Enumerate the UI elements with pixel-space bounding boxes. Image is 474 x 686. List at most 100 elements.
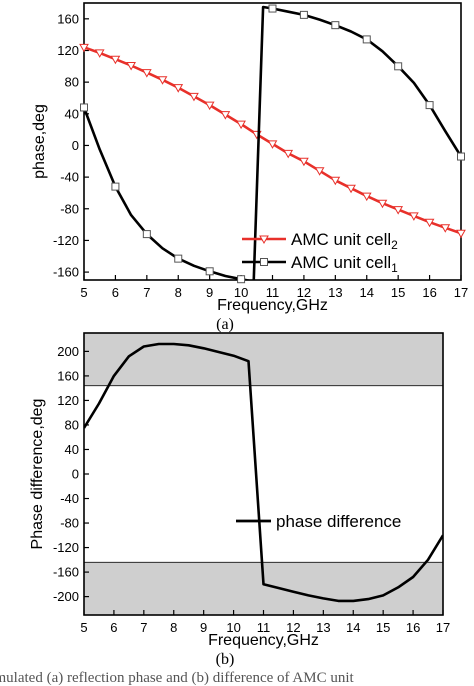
- data-point: [457, 152, 465, 161]
- x-tick-label: 16: [406, 620, 420, 635]
- y-tick-label: 160: [57, 11, 79, 26]
- data-point: [346, 184, 356, 194]
- x-tick-label: 16: [422, 285, 436, 300]
- x-tick-label: 5: [80, 285, 87, 300]
- y-tick-label: -80: [60, 516, 79, 531]
- data-point: [283, 149, 294, 159]
- data-point: [173, 84, 184, 93]
- x-tick-label: 12: [286, 620, 300, 635]
- y-tick-label: -40: [60, 170, 79, 185]
- x-tick-label: 7: [140, 620, 147, 635]
- data-point: [440, 224, 451, 233]
- data-point: [424, 218, 435, 228]
- x-axis-label: Frequency,GHz: [217, 297, 328, 314]
- x-tick-label: 6: [110, 620, 117, 635]
- x-tick-label: 10: [226, 620, 240, 635]
- legend: phase difference: [236, 512, 401, 531]
- y-tick-label: -40: [60, 491, 79, 506]
- data-point: [189, 92, 199, 102]
- shaded-band: [84, 333, 443, 387]
- x-tick-label: 6: [112, 285, 119, 300]
- x-tick-label: 15: [376, 620, 390, 635]
- x-tick-label: 11: [266, 285, 280, 300]
- y-tick-label: 40: [65, 442, 79, 457]
- x-axis-label: Frequency,GHz: [208, 632, 319, 649]
- x-tick-label: 14: [360, 285, 374, 300]
- data-point: [236, 120, 246, 130]
- data-point: [361, 192, 372, 202]
- x-tick-label: 8: [170, 620, 177, 635]
- data-point: [111, 182, 120, 191]
- figure-caption: Simulated (a) reflection phase and (b) d…: [0, 670, 354, 686]
- x-tick-label: 10: [234, 285, 248, 300]
- x-tick-label: 8: [175, 285, 182, 300]
- data-point: [267, 140, 278, 149]
- data-point: [268, 4, 277, 13]
- data-point: [237, 275, 246, 284]
- y-tick-label: 200: [57, 344, 79, 359]
- x-tick-label: 13: [328, 285, 342, 300]
- legend-series-name: AMC unit cell: [291, 230, 391, 249]
- data-point: [409, 212, 419, 221]
- legend-series-name: AMC unit cell: [291, 253, 391, 272]
- y-tick-label: 80: [65, 417, 79, 432]
- x-tick-label: 7: [143, 285, 150, 300]
- legend-series-subscript: 2: [391, 238, 398, 252]
- data-point: [174, 254, 183, 263]
- data-point: [456, 229, 466, 239]
- y-tick-label: 0: [72, 467, 79, 482]
- x-tick-label: 17: [436, 620, 450, 635]
- data-point: [314, 167, 325, 176]
- y-tick-label: 120: [57, 43, 79, 58]
- data-point: [331, 21, 340, 30]
- data-point: [79, 43, 89, 53]
- data-point: [330, 176, 341, 186]
- legend-marker: [259, 235, 269, 245]
- data-point: [157, 76, 168, 85]
- data-point: [80, 103, 88, 112]
- data-point: [126, 62, 136, 71]
- y-axis-label: Phase difference,deg: [29, 399, 46, 550]
- x-tick-label: 9: [206, 285, 213, 300]
- legend-marker: [260, 258, 268, 266]
- y-tick-label: 120: [57, 393, 79, 408]
- data-point: [299, 10, 308, 19]
- data-point: [110, 55, 121, 65]
- panel-label-a: (a): [216, 316, 234, 333]
- data-point: [394, 62, 403, 71]
- y-tick-label: 160: [57, 368, 79, 383]
- legend-label: AMC unit cell2: [291, 230, 398, 252]
- y-tick-label: -160: [53, 265, 79, 280]
- legend-label: phase difference: [276, 512, 401, 531]
- data-point: [142, 230, 151, 239]
- legend-series-subscript: 1: [391, 261, 398, 275]
- legend-label: AMC unit cell1: [291, 253, 398, 275]
- x-tick-label: 17: [454, 285, 468, 300]
- y-tick-label: -120: [53, 233, 79, 248]
- x-tick-label: 15: [391, 285, 405, 300]
- x-tick-label: 11: [257, 620, 271, 635]
- data-point: [220, 111, 231, 120]
- series-line: [84, 46, 461, 235]
- panel-label-b: (b): [216, 651, 235, 668]
- x-tick-label: 5: [80, 620, 87, 635]
- data-point: [299, 157, 309, 167]
- data-point: [141, 69, 152, 78]
- data-point: [377, 199, 388, 209]
- data-point: [362, 35, 371, 44]
- series-line: [84, 342, 443, 603]
- data-point: [425, 101, 434, 110]
- y-tick-label: 0: [72, 138, 79, 153]
- x-tick-label: 14: [346, 620, 360, 635]
- data-point: [204, 101, 215, 111]
- data-point: [393, 206, 404, 215]
- y-axis-label: phase,deg: [31, 104, 48, 179]
- x-tick-label: 9: [200, 620, 207, 635]
- y-tick-label: -200: [53, 589, 79, 604]
- data-point: [94, 49, 105, 58]
- x-tick-label: 12: [297, 285, 311, 300]
- data-point: [205, 267, 214, 276]
- y-tick-label: 80: [65, 75, 79, 90]
